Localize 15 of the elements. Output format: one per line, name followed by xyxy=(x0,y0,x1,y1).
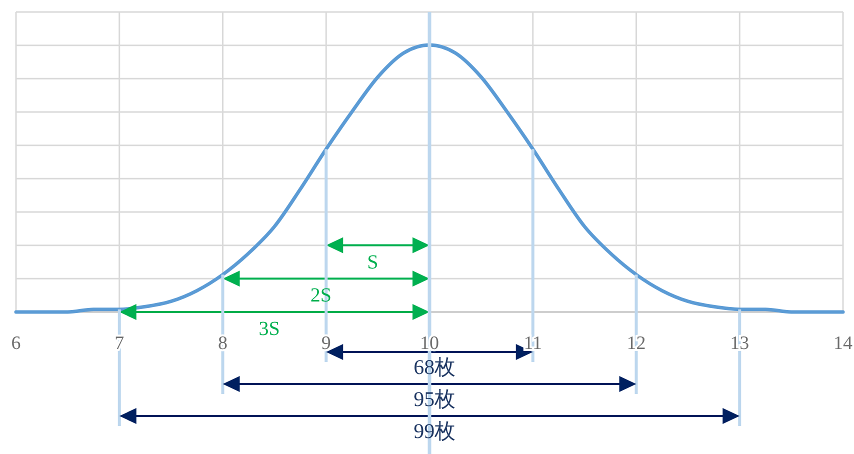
x-tick-label: 14 xyxy=(834,333,853,354)
text: 95枚 xyxy=(414,387,456,411)
annotation: S xyxy=(367,251,378,274)
x-tick-label: 6 xyxy=(11,333,21,354)
x-tick-label: 13 xyxy=(730,333,750,354)
text: 3S xyxy=(258,318,280,340)
text: 99枚 xyxy=(414,419,456,443)
annotation: 2S xyxy=(310,284,332,307)
text: 68枚 xyxy=(414,355,456,379)
x-tick-label: 8 xyxy=(218,333,228,354)
x-tick-label: 10 xyxy=(420,333,439,354)
x-tick-label: 12 xyxy=(626,333,646,354)
x-tick-label: 11 xyxy=(524,333,542,354)
x-tick-label: 7 xyxy=(114,333,124,354)
x-tick-label: 9 xyxy=(321,333,331,354)
